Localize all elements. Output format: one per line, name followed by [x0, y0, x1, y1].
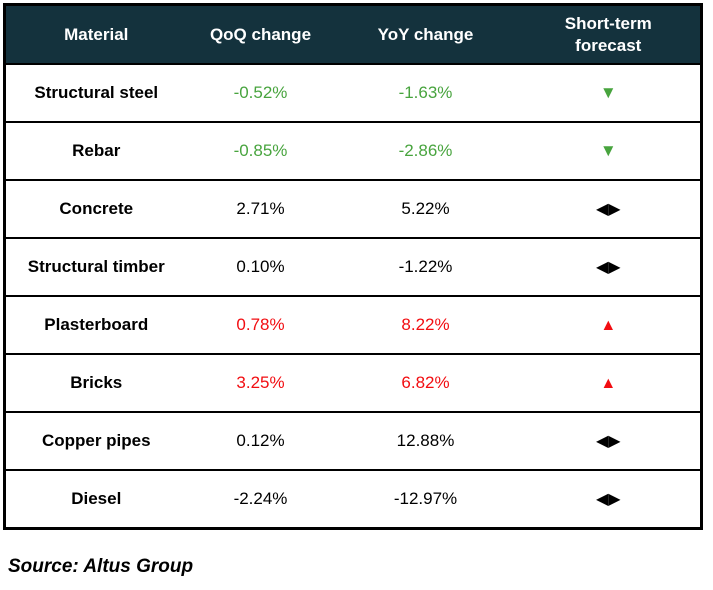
- forecast-cell: ▼: [516, 63, 702, 122]
- left-right-arrows-icon: ◀▶: [595, 433, 621, 450]
- table-body: Structural steel -0.52% -1.63% ▼ Rebar -…: [4, 63, 702, 529]
- left-right-arrows-icon: ◀▶: [595, 201, 621, 218]
- yoy-value-cell: 6.82%: [334, 353, 517, 412]
- yoy-value-cell: 12.88%: [334, 411, 517, 470]
- left-right-arrows-icon: ◀▶: [595, 259, 621, 276]
- material-cell: Rebar: [4, 121, 187, 180]
- material-cell: Diesel: [4, 469, 187, 529]
- yoy-value-cell: -1.63%: [334, 63, 517, 122]
- table-row-structural-timber: Structural timber 0.10% -1.22% ◀▶: [4, 237, 702, 296]
- forecast-cell: ▲: [516, 353, 702, 412]
- material-cell: Plasterboard: [4, 295, 187, 354]
- forecast-cell: ◀▶: [516, 237, 702, 296]
- qoq-value-cell: -2.24%: [186, 469, 335, 529]
- material-cell: Copper pipes: [4, 411, 187, 470]
- forecast-cell: ▲: [516, 295, 702, 354]
- material-cell: Bricks: [4, 353, 187, 412]
- table-row-bricks: Bricks 3.25% 6.82% ▲: [4, 353, 702, 412]
- material-price-table-container: Material QoQ change YoY change Short-ter…: [3, 3, 703, 530]
- material-price-table: Material QoQ change YoY change Short-ter…: [3, 3, 703, 530]
- column-header-yoy-change: YoY change: [334, 4, 517, 64]
- forecast-cell: ▼: [516, 121, 702, 180]
- qoq-value-cell: 0.78%: [186, 295, 335, 354]
- table-row-rebar: Rebar -0.85% -2.86% ▼: [4, 121, 702, 180]
- material-cell: Structural steel: [4, 63, 187, 122]
- forecast-cell: ◀▶: [516, 411, 702, 470]
- column-header-forecast-label: Short-term forecast: [564, 14, 652, 55]
- table-row-diesel: Diesel -2.24% -12.97% ◀▶: [4, 469, 702, 529]
- qoq-value-cell: -0.85%: [186, 121, 335, 180]
- table-row-plasterboard: Plasterboard 0.78% 8.22% ▲: [4, 295, 702, 354]
- table-row-structural-steel: Structural steel -0.52% -1.63% ▼: [4, 63, 702, 122]
- qoq-value-cell: 0.10%: [186, 237, 335, 296]
- yoy-value-cell: -2.86%: [334, 121, 517, 180]
- forecast-cell: ◀▶: [516, 179, 702, 238]
- column-header-qoq-change: QoQ change: [186, 4, 335, 64]
- material-cell: Concrete: [4, 179, 187, 238]
- down-triangle-icon: ▼: [599, 83, 617, 102]
- forecast-cell: ◀▶: [516, 469, 702, 529]
- yoy-value-cell: -12.97%: [334, 469, 517, 529]
- qoq-value-cell: 2.71%: [186, 179, 335, 238]
- column-header-material-label: Material: [64, 24, 129, 44]
- column-header-yoy-label: YoY change: [377, 24, 474, 44]
- source-attribution: Source: Altus Group: [8, 556, 194, 577]
- yoy-value-cell: -1.22%: [334, 237, 517, 296]
- column-header-forecast: Short-term forecast: [516, 4, 702, 64]
- material-cell: Structural timber: [4, 237, 187, 296]
- up-triangle-icon: ▲: [600, 317, 617, 334]
- left-right-arrows-icon: ◀▶: [595, 491, 621, 508]
- qoq-value-cell: 0.12%: [186, 411, 335, 470]
- qoq-value-cell: 3.25%: [186, 353, 335, 412]
- table-header: Material QoQ change YoY change Short-ter…: [4, 4, 702, 64]
- column-header-material: Material: [4, 4, 187, 64]
- table-row-concrete: Concrete 2.71% 5.22% ◀▶: [4, 179, 702, 238]
- qoq-value-cell: -0.52%: [186, 63, 335, 122]
- yoy-value-cell: 5.22%: [334, 179, 517, 238]
- column-header-qoq-label: QoQ change: [209, 24, 312, 44]
- up-triangle-icon: ▲: [600, 375, 617, 392]
- down-triangle-icon: ▼: [599, 141, 617, 160]
- header-row: Material QoQ change YoY change Short-ter…: [4, 4, 702, 64]
- yoy-value-cell: 8.22%: [334, 295, 517, 354]
- table-row-copper-pipes: Copper pipes 0.12% 12.88% ◀▶: [4, 411, 702, 470]
